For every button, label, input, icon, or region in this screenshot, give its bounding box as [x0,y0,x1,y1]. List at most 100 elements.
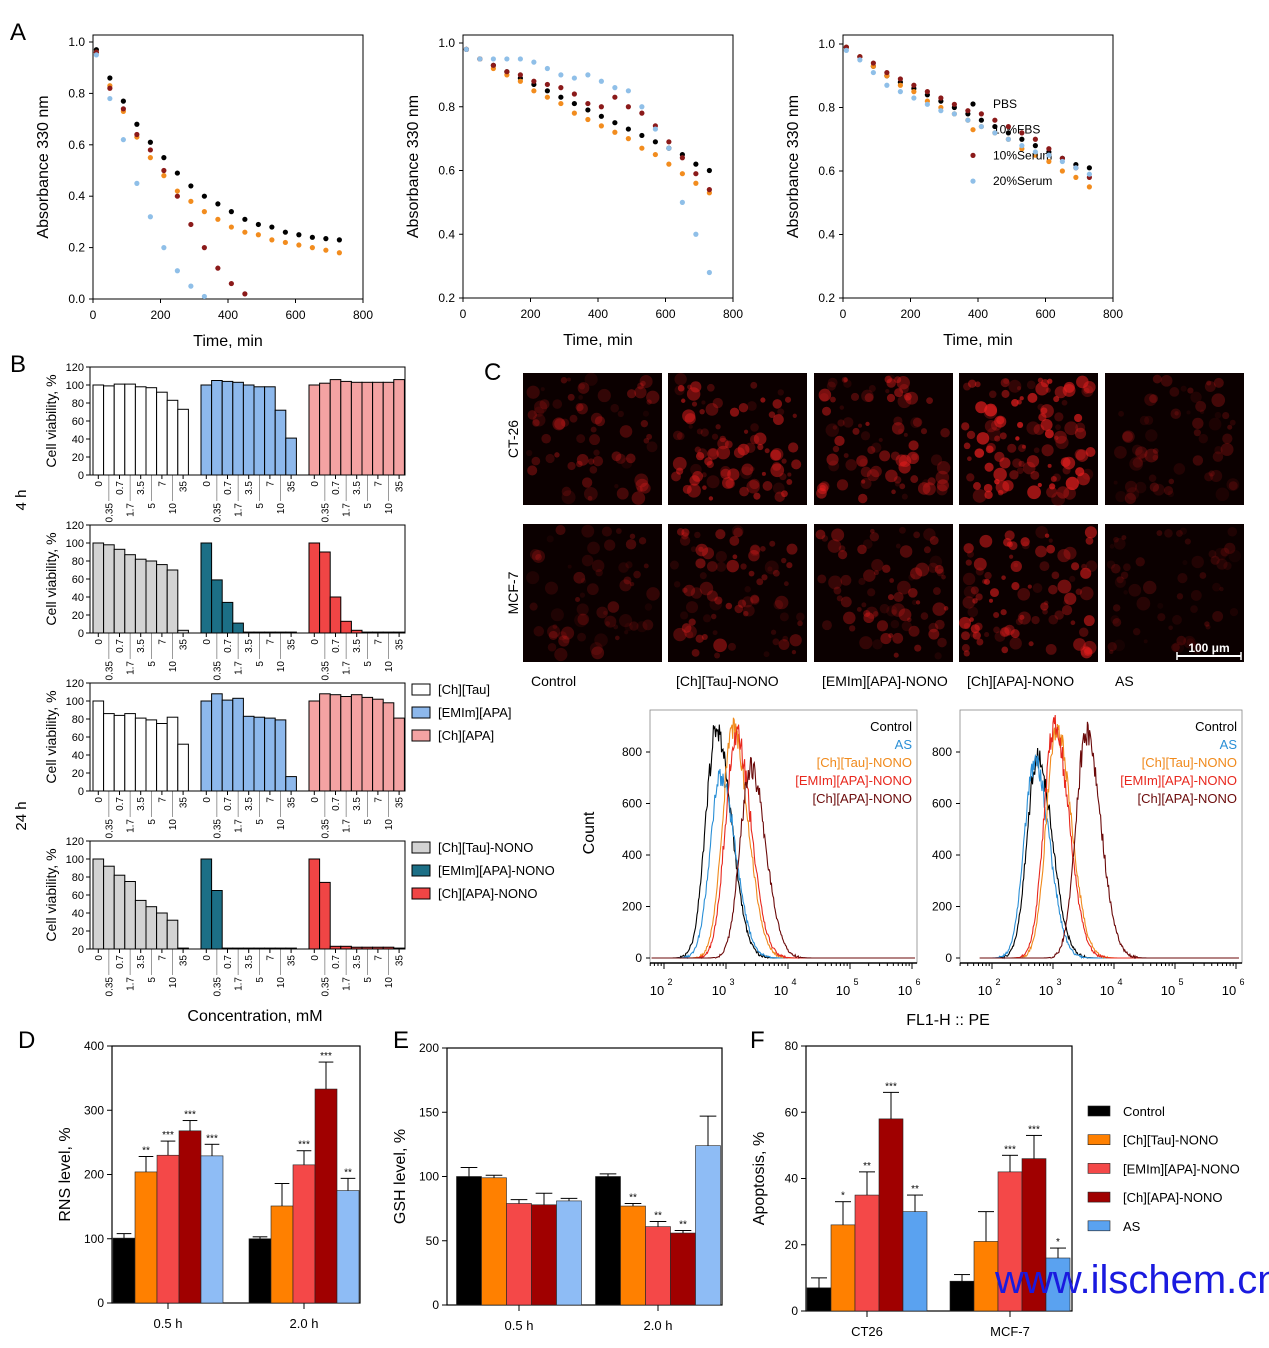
cell-signal [831,528,845,542]
data-point-10%Serum [978,111,984,117]
cell-signal [860,431,871,441]
y-axis-label: Absorbance 330 nm [785,95,802,238]
cell-signal [927,562,939,574]
cell-signal [539,399,550,410]
cell-signal [861,602,867,608]
cell-signal [863,609,871,618]
cell-signal [1008,379,1022,393]
data-point-PBS [612,120,618,126]
cell-signal [1012,458,1022,468]
cell-signal [969,617,974,622]
y-tick-label: 20 [72,926,84,938]
cell-signal [750,381,758,389]
bar-[Ch][APA]-NONO [350,629,363,634]
cell-signal [764,448,770,454]
cell-signal [1170,408,1182,420]
bar-[Ch][APA]-NONO [340,945,352,950]
y-tick-label: 0.4 [438,227,455,241]
x-tick-label: 0 [94,797,105,803]
row-label: MCF-7 [505,571,521,614]
cell-signal [1077,472,1090,486]
cell-signal [1198,433,1209,444]
cell-signal [682,409,696,423]
cell-signal [763,651,770,658]
legend-marker [970,152,976,158]
cell-signal [526,571,540,585]
data-point-10%Serum [517,72,523,78]
cell-signal [1079,645,1091,656]
cell-signal [885,469,898,483]
cell-signal [741,463,754,476]
cell-signal [1144,393,1157,406]
cell-signal [1061,399,1068,406]
y-tick-label: 800 [932,745,952,759]
cell-signal [894,388,904,398]
cell-signal [1123,590,1128,595]
x-tick-label: 0.7 [115,639,126,653]
cell-signal [994,631,1006,642]
cell-signal [1033,447,1040,454]
cell-signal [1039,561,1050,572]
cell-signal [750,594,760,604]
bar-[Ch][APA] [319,382,331,476]
cell-signal [639,482,651,494]
x-tick-label: 0 [310,639,321,645]
cell-signal [993,626,1000,634]
cell-signal [575,403,584,412]
cell-signal [817,574,827,584]
cell-signal [700,428,709,437]
fluorescence-image [959,373,1098,506]
cell-signal [581,554,594,567]
cell-signal [1132,444,1143,456]
cell-signal [1214,547,1227,561]
cell-signal [1026,421,1040,435]
cell-signal [709,597,722,611]
x-tick-label: 800 [353,308,373,322]
cell-signal [740,563,747,570]
cell-signal [969,630,977,638]
bar-[Ch][APA]-NONO [372,631,384,634]
cell-signal [867,446,876,455]
image-background [814,524,953,662]
cell-signal [770,463,785,478]
cell-signal [786,562,793,569]
cell-signal [625,453,636,464]
cell-signal [532,413,546,427]
bar-[Ch][Tau] [103,385,115,476]
cell-signal [640,419,649,428]
y-axis-label: Absorbance 330 nm [35,95,52,238]
y-tick-label: 120 [66,836,84,848]
cell-signal [701,472,707,478]
x-tick-label: 0 [94,481,105,487]
cell-signal [617,410,624,418]
cell-signal [684,413,696,425]
cell-signal [859,636,873,650]
bar-[Ch][Tau]-NONO [481,1177,507,1306]
cell-signal [533,406,545,417]
cell-signal [1149,394,1158,404]
bar-[Ch][Tau] [113,383,126,476]
bar-Control [248,1238,272,1304]
cell-signal [843,377,848,382]
cell-signal [1199,572,1207,579]
cell-signal [613,624,619,630]
cell-signal [830,396,836,403]
cell-signal [1016,467,1024,475]
cell-signal [532,419,540,427]
cell-signal [772,461,782,471]
cell-signal [1055,435,1069,450]
cell-signal [589,434,601,446]
cell-signal [596,606,609,619]
cell-signal [760,546,766,552]
y-tick-label: 1.0 [818,37,835,51]
cell-signal [906,617,912,623]
cell-signal [963,543,974,554]
x-tick-exponent: 4 [1117,977,1122,987]
legend-swatch [411,887,431,900]
cell-signal [1062,383,1076,397]
cell-signal [1208,550,1217,558]
cell-signal [714,596,723,605]
data-point-10%Serum [1019,130,1025,136]
y-axis-label: Cell viability, % [43,532,59,625]
